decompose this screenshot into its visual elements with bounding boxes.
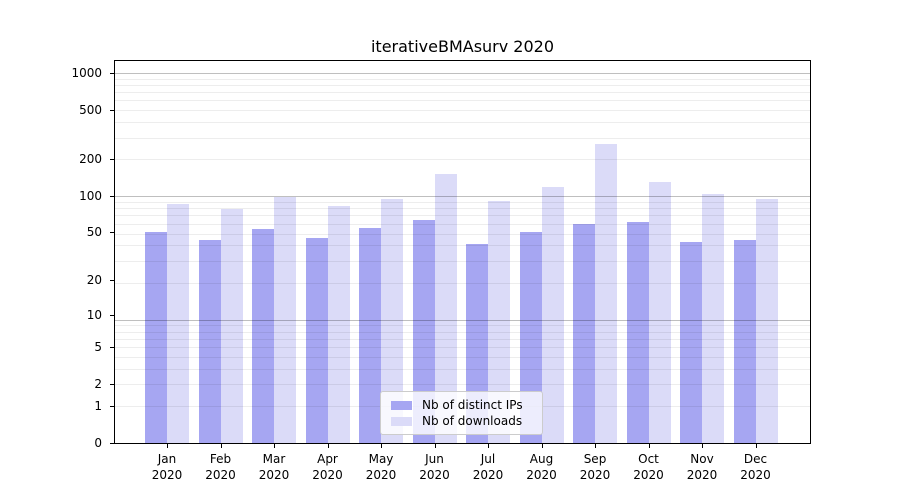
bar-distinct-ips-may bbox=[359, 228, 381, 443]
x-tick-label-dec: Dec 2020 bbox=[740, 452, 771, 482]
bar-downloads-nov bbox=[702, 194, 724, 443]
x-tick-mark bbox=[702, 444, 703, 448]
x-tick-mark bbox=[595, 444, 596, 448]
y-tick-mark bbox=[110, 232, 114, 234]
y-tick-label: 5 bbox=[94, 340, 102, 354]
y-tick-label: 1 bbox=[94, 398, 102, 413]
legend-item-distinct-ips: Nb of distinct IPs bbox=[391, 397, 542, 413]
x-tick-mark bbox=[274, 444, 275, 448]
y-gridline-minor bbox=[115, 137, 810, 139]
y-tick-mark bbox=[110, 72, 114, 74]
y-gridline-major bbox=[115, 73, 810, 74]
y-tick-label: 10 bbox=[86, 307, 102, 322]
x-tick-mark bbox=[488, 444, 489, 448]
y-tick-label: 100 bbox=[79, 188, 102, 203]
bar-downloads-jan bbox=[167, 203, 189, 443]
legend-label-downloads: Nb of downloads bbox=[422, 414, 523, 428]
legend: Nb of distinct IPs Nb of downloads bbox=[380, 391, 543, 435]
y-tick-mark bbox=[110, 279, 114, 281]
y-gridline-minor bbox=[115, 100, 810, 102]
x-tick-label-mar: Mar 2020 bbox=[258, 452, 290, 482]
bar-distinct-ips-sep bbox=[573, 223, 595, 443]
legend-swatch-downloads bbox=[391, 416, 412, 426]
bar-distinct-ips-jan bbox=[145, 232, 167, 443]
x-tick-label-jan: Jan 2020 bbox=[151, 452, 183, 482]
y-tick-label: 50 bbox=[86, 225, 102, 240]
x-tick-label-apr: Apr 2020 bbox=[312, 452, 343, 482]
x-tick-label-aug: Aug 2020 bbox=[526, 452, 557, 482]
y-tick-label: 20 bbox=[86, 272, 102, 287]
legend-swatch-distinct-ips bbox=[391, 400, 412, 410]
bar-downloads-jul bbox=[488, 201, 510, 443]
bar-distinct-ips-jun bbox=[412, 220, 435, 443]
y-tick-label: 0 bbox=[94, 436, 102, 450]
bar-downloads-aug bbox=[541, 187, 564, 443]
y-gridline-minor bbox=[115, 78, 810, 80]
x-tick-label-may: May 2020 bbox=[365, 452, 397, 482]
y-tick-mark bbox=[110, 314, 114, 316]
bar-downloads-oct bbox=[648, 181, 671, 443]
y-gridline-minor bbox=[115, 110, 810, 112]
x-tick-label-jul: Jul 2020 bbox=[472, 452, 504, 482]
x-tick-mark bbox=[648, 444, 650, 448]
y-tick-mark bbox=[110, 158, 114, 160]
y-gridline-minor bbox=[115, 92, 810, 94]
y-gridline-minor bbox=[115, 159, 810, 161]
bar-distinct-ips-aug bbox=[519, 232, 542, 443]
bar-distinct-ips-nov bbox=[680, 241, 702, 443]
y-tick-mark bbox=[110, 195, 114, 197]
bar-downloads-mar bbox=[274, 197, 296, 443]
y-tick-mark bbox=[110, 384, 114, 386]
x-tick-mark bbox=[755, 444, 757, 448]
x-tick-label-sep: Sep 2020 bbox=[579, 452, 611, 482]
bar-distinct-ips-feb bbox=[198, 240, 221, 443]
y-tick-label: 200 bbox=[79, 151, 102, 166]
y-tick-label: 2 bbox=[94, 377, 102, 392]
y-tick-label: 1000 bbox=[71, 65, 102, 80]
x-tick-label-feb: Feb 2020 bbox=[205, 452, 236, 482]
y-tick-mark bbox=[110, 405, 114, 407]
bar-downloads-may bbox=[381, 199, 403, 443]
bar-distinct-ips-mar bbox=[252, 229, 274, 443]
x-tick-label-oct: Oct 2020 bbox=[633, 452, 664, 482]
y-tick-mark bbox=[110, 443, 114, 444]
y-tick-label: 500 bbox=[79, 103, 102, 117]
plot-area bbox=[114, 60, 811, 444]
bar-downloads-apr bbox=[327, 206, 350, 443]
x-tick-mark bbox=[541, 444, 543, 448]
bar-distinct-ips-dec bbox=[733, 240, 756, 443]
bar-distinct-ips-oct bbox=[626, 221, 649, 443]
x-tick-mark bbox=[327, 444, 329, 448]
legend-item-downloads: Nb of downloads bbox=[391, 413, 542, 429]
bar-downloads-jun bbox=[434, 173, 457, 443]
y-tick-mark bbox=[110, 110, 114, 111]
y-gridline-minor bbox=[115, 122, 810, 124]
bar-downloads-feb bbox=[220, 209, 243, 443]
bar-downloads-sep bbox=[595, 144, 617, 443]
x-tick-mark bbox=[220, 444, 222, 448]
x-tick-mark bbox=[167, 444, 168, 448]
y-tick-mark bbox=[110, 347, 114, 348]
x-tick-label-nov: Nov 2020 bbox=[686, 452, 718, 482]
bar-downloads-dec bbox=[755, 199, 778, 443]
chart-title: iterativeBMAsurv 2020 bbox=[370, 37, 555, 56]
bar-distinct-ips-apr bbox=[305, 237, 328, 443]
y-gridline-minor bbox=[115, 84, 810, 86]
x-tick-mark bbox=[434, 444, 436, 448]
legend-label-distinct-ips: Nb of distinct IPs bbox=[422, 398, 523, 412]
x-tick-mark bbox=[381, 444, 382, 448]
x-tick-label-jun: Jun 2020 bbox=[419, 452, 450, 482]
